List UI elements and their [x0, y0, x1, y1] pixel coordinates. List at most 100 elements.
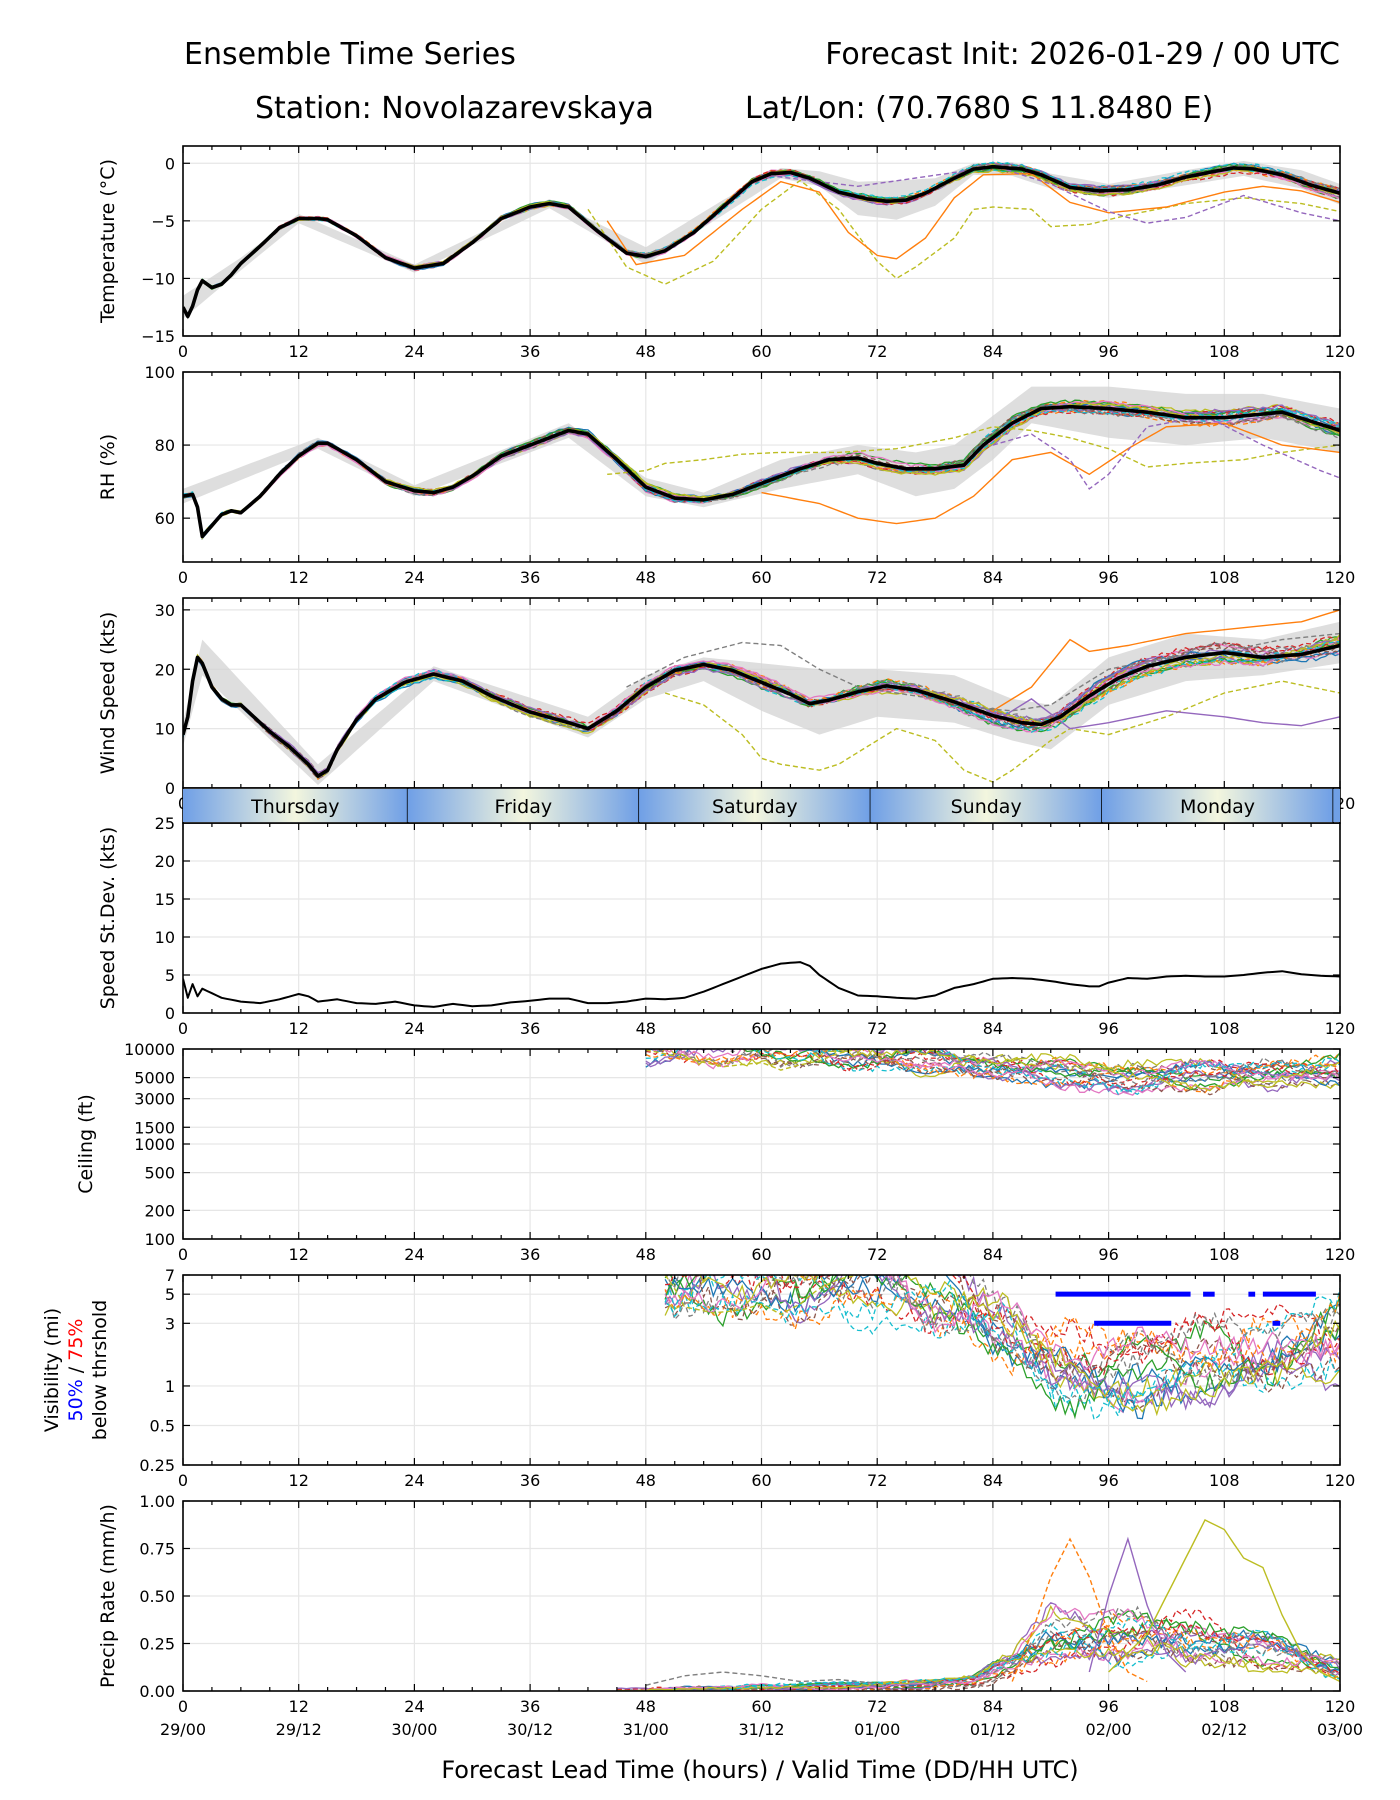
y-axis-label: Ceiling (ft): [75, 1094, 97, 1194]
ensemble-member-line: [664, 1275, 1340, 1406]
x-tick-label: 36: [520, 1019, 540, 1038]
ensemble-member-line: [645, 1049, 1340, 1087]
x-tick-label: 48: [636, 1245, 656, 1264]
x-tick-label: 12: [289, 1697, 309, 1716]
x-tick-label: 120: [1325, 568, 1356, 587]
x-tick-label: 48: [636, 568, 656, 587]
panel-ceiling: 0 12 24 36 48 60 72 84 96 108 120 100 200 500 10001500…: [75, 1040, 1355, 1264]
valid-time-label: 29/00: [160, 1720, 206, 1739]
ensemble-member-outlier: [761, 164, 1340, 224]
ensemble-member-line: [677, 1049, 1340, 1087]
panel-precip: 0 29/00 12 29/12 24 30/00 36 30/12 48 31/00 60 31/1…: [97, 1492, 1363, 1739]
y-axis-label: Precip Rate (mm/h): [97, 1504, 119, 1688]
ensemble-member-outlier: [645, 1049, 859, 1071]
ensemble-member-line: [664, 1287, 1340, 1377]
ensemble-member-line: [653, 1049, 1340, 1092]
y-tick-label: 0.00: [139, 1682, 175, 1701]
x-tick-label: 120: [1325, 1019, 1356, 1038]
y-tick-label: 10000: [124, 1040, 175, 1059]
spread-band: [183, 161, 1340, 319]
x-tick-label: 0: [178, 1471, 188, 1490]
x-tick-label: 84: [983, 1019, 1003, 1038]
x-tick-label: 36: [520, 1471, 540, 1490]
y-tick-label: −10: [141, 269, 175, 288]
x-tick-label: 0: [178, 342, 188, 361]
x-tick-label: 60: [751, 568, 771, 587]
x-tick-label: 84: [983, 1471, 1003, 1490]
x-tick-label: 48: [636, 1019, 656, 1038]
x-tick-label: 24: [404, 1019, 424, 1038]
y-tick-label: 0.25: [139, 1456, 175, 1475]
y-axis-label: Temperature (°C): [97, 159, 119, 324]
day-label: Monday: [1180, 796, 1255, 818]
y-tick-label: 5: [165, 966, 175, 985]
y-axis-label: RH (%): [97, 434, 119, 500]
y-tick-label: 1500: [134, 1118, 175, 1137]
legend-75pct: 75%: [65, 1319, 87, 1361]
day-band: [639, 789, 871, 822]
ensemble-member-outlier: [1108, 1519, 1340, 1683]
valid-time-label: 01/12: [970, 1720, 1016, 1739]
y-tick-label: 60: [155, 509, 175, 528]
x-tick-label: 12: [289, 342, 309, 361]
valid-time-label: 30/00: [391, 1720, 437, 1739]
x-tick-label: 84: [983, 342, 1003, 361]
x-tick-label: 108: [1209, 1019, 1240, 1038]
ensemble-member-outlier: [992, 609, 1340, 712]
x-tick-label: 60: [751, 1471, 771, 1490]
panels: 0 12 24 36 48 60 72 84 96 108 1200−5−10−15Temperat…: [41, 145, 1363, 1739]
x-tick-label: 36: [520, 1697, 540, 1716]
spread-band: [183, 621, 1340, 785]
ensemble-member-line: [645, 1049, 1340, 1094]
x-tick-label: 72: [867, 1697, 887, 1716]
valid-time-label: 03/00: [1317, 1720, 1363, 1739]
y-tick-label: 0: [165, 779, 175, 798]
x-tick-label: 108: [1209, 568, 1240, 587]
y-tick-label: 1000: [134, 1135, 175, 1154]
y-tick-label: 80: [155, 436, 175, 455]
y-tick-label: 0.5: [150, 1416, 175, 1435]
legend-separator: /: [65, 1361, 87, 1379]
x-tick-label: 120: [1325, 1245, 1356, 1264]
x-tick-label: 84: [983, 1697, 1003, 1716]
x-tick-label: 84: [983, 1245, 1003, 1264]
x-tick-label: 24: [404, 568, 424, 587]
valid-time-label: 02/00: [1086, 1720, 1132, 1739]
y-tick-label: 20: [155, 852, 175, 871]
ensemble-member-line: [814, 1049, 1340, 1088]
x-tick-label: 0: [178, 1019, 188, 1038]
ensemble-member-outlier: [606, 172, 1340, 266]
y-tick-label: 0.75: [139, 1540, 175, 1559]
x-tick-label: 48: [636, 1697, 656, 1716]
day-band: [1101, 789, 1334, 822]
x-tick-label: 72: [867, 342, 887, 361]
ensemble-member-line: [645, 1049, 1340, 1087]
x-tick-label: 12: [289, 1019, 309, 1038]
day-band: [870, 789, 1102, 822]
y-tick-label: 3000: [134, 1090, 175, 1109]
ensemble-member-line: [664, 1275, 1340, 1371]
ensemble-mean-line: [183, 961, 1340, 1008]
ensemble-member-line: [690, 1275, 1340, 1382]
spread-band: [183, 386, 1340, 508]
y-tick-label: 100: [144, 1230, 175, 1249]
plot-area-wind: [183, 609, 1340, 785]
y-tick-label: 100: [144, 363, 175, 382]
x-tick-label: 24: [404, 342, 424, 361]
x-tick-label: 72: [867, 568, 887, 587]
plot-area-precip: [616, 1519, 1340, 1691]
y-axis-label: Speed St.Dev. (kts): [97, 827, 119, 1010]
x-tick-label: 24: [404, 1697, 424, 1716]
ensemble-mean-line: [183, 164, 1340, 319]
valid-time-label: 31/12: [738, 1720, 784, 1739]
valid-time-label: 30/12: [507, 1720, 553, 1739]
ensemble-member-line: [616, 1642, 1340, 1691]
ensemble-member-outlier: [761, 422, 1340, 525]
day-band-tail: [1333, 789, 1340, 822]
x-tick-label: 60: [751, 1245, 771, 1264]
x-tick-label: 84: [983, 568, 1003, 587]
plot-area-stdev: [183, 961, 1340, 1008]
y-tick-label: 20: [155, 660, 175, 679]
plot-area-visibility: [664, 1275, 1340, 1421]
x-tick-label: 96: [1098, 1471, 1118, 1490]
